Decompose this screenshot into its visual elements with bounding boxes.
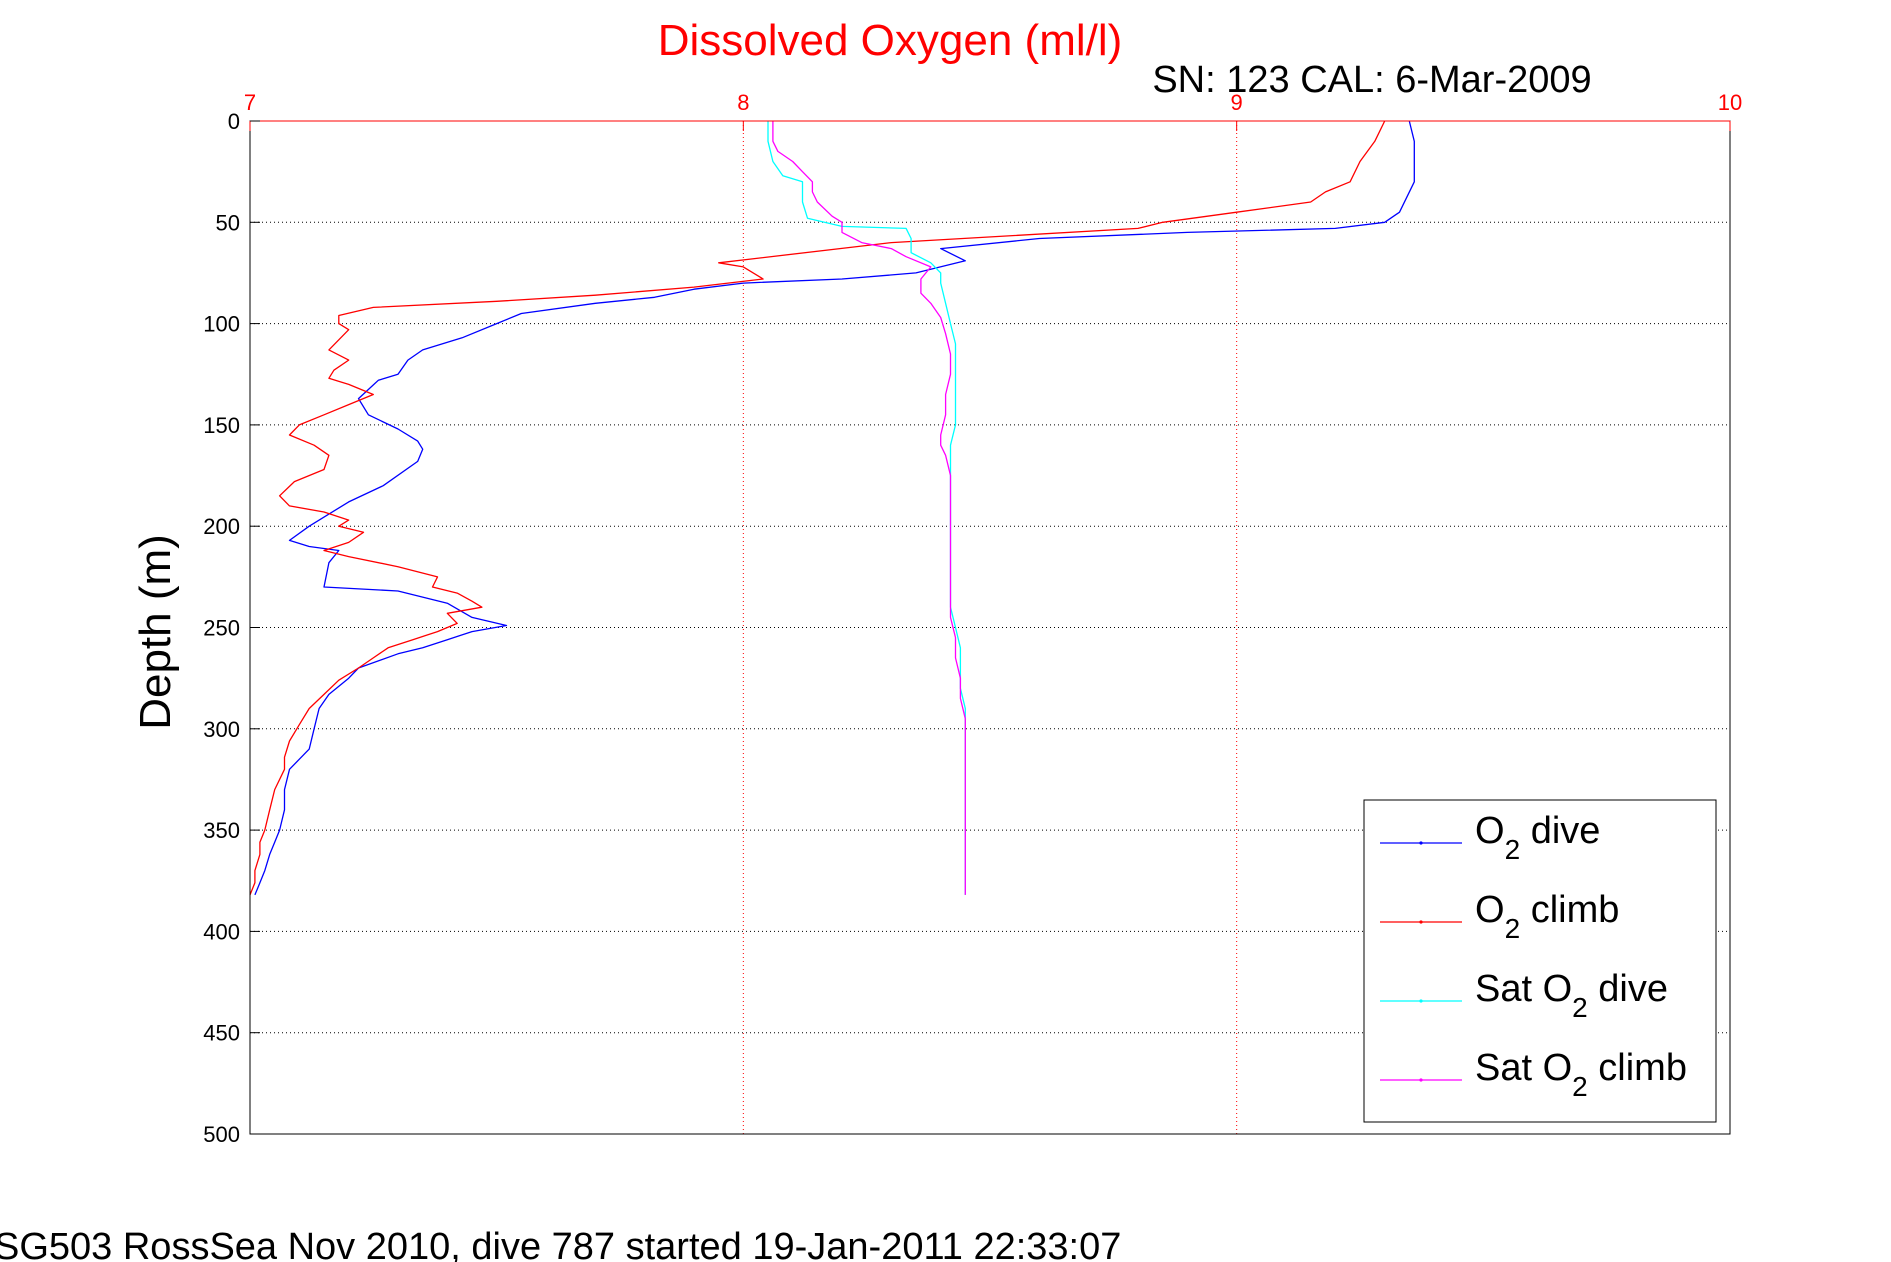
y-tick-label: 500 [203, 1122, 240, 1147]
y-tick-label: 250 [203, 616, 240, 641]
legend-label-o2-dive: O2 dive [1475, 810, 1600, 865]
y-tick-label: 400 [203, 919, 240, 944]
y-tick-label: 200 [203, 514, 240, 539]
x-tick-label: 9 [1231, 90, 1243, 115]
y-tick-label: 50 [216, 210, 240, 235]
x-tick-label: 8 [737, 90, 749, 115]
grid [250, 121, 1730, 1134]
legend-items: O2 dive O2 climb Sat O2 dive Sat O2 climb [1380, 810, 1687, 1102]
chart-subtitle: SN: 123 CAL: 6-Mar-2009 [1152, 59, 1591, 101]
x-axis-ticks: 7 8 9 10 [244, 90, 1742, 131]
legend-marker-o2-climb [1419, 920, 1423, 924]
y-tick-label: 300 [203, 717, 240, 742]
legend-marker-sat-o2-climb [1419, 1078, 1423, 1082]
x-tick-label: 7 [244, 90, 256, 115]
legend-label-o2-climb: O2 climb [1475, 889, 1619, 944]
series-group [249, 120, 1415, 896]
series-line-o2-dive [254, 120, 1415, 896]
legend: O2 dive O2 climb Sat O2 dive Sat O2 climb [1363, 799, 1717, 1123]
y-tick-label: 100 [203, 312, 240, 337]
series-line-sat-o2-climb [772, 121, 966, 895]
legend-marker-sat-o2-dive [1419, 999, 1423, 1003]
y-axis-ticks: 0 50 100 150 200 250 300 350 400 450 500 [203, 109, 260, 1147]
y-tick-label: 450 [203, 1021, 240, 1046]
figure-footer: SG503 RossSea Nov 2010, dive 787 started… [0, 1226, 1121, 1262]
chart-title: Dissolved Oxygen (ml/l) [658, 16, 1123, 65]
legend-box [1363, 799, 1717, 1123]
y-axis-label: Depth (m) [131, 534, 180, 730]
x-tick-label: 10 [1718, 90, 1742, 115]
y-tick-label: 0 [228, 109, 240, 134]
y-tick-label: 150 [203, 413, 240, 438]
legend-label-sat-o2-climb: Sat O2 climb [1475, 1047, 1687, 1102]
legend-marker-o2-dive [1419, 841, 1423, 845]
series-line-o2-climb [249, 120, 1386, 896]
y-tick-label: 350 [203, 818, 240, 843]
legend-label-sat-o2-dive: Sat O2 dive [1475, 968, 1668, 1023]
